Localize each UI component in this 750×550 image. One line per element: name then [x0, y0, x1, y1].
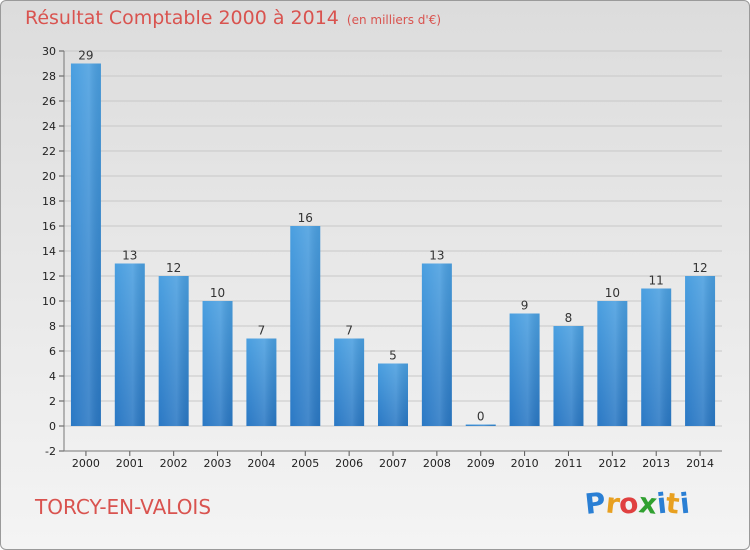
chart-title: Résultat Comptable 2000 à 2014 (en millie…: [25, 7, 441, 29]
y-tick-label: 30: [42, 45, 56, 58]
bars: 29 13 12 10 7 16 7 5 13 0 9 8 10 11 12: [70, 49, 716, 426]
data-label: 12: [692, 261, 707, 275]
bar-shade: [158, 276, 189, 426]
bar-shade: [114, 263, 145, 426]
bar-shade: [70, 63, 101, 426]
bar-2012: 10: [597, 286, 628, 426]
data-label: 13: [122, 249, 137, 263]
data-label: 12: [166, 261, 181, 275]
bar-2010: 9: [509, 299, 540, 426]
data-label: 8: [565, 311, 573, 325]
y-tick-label: 0: [49, 420, 56, 433]
bar-2000: 29: [70, 49, 101, 426]
bar-2004: 7: [246, 324, 277, 426]
y-tick-label: 20: [42, 170, 56, 183]
x-tick-label: 2010: [511, 457, 539, 470]
bar-shade: [597, 301, 628, 426]
bar-shade: [641, 288, 672, 426]
bar-2008: 13: [421, 249, 452, 426]
data-label: 0: [477, 410, 485, 424]
data-label: 9: [521, 299, 529, 313]
bar-2001: 13: [114, 249, 145, 426]
proxiti-logo[interactable]: Proxiti: [583, 486, 691, 521]
data-label: 13: [429, 249, 444, 263]
bar-shade: [334, 338, 365, 426]
bar-2005: 16: [290, 211, 321, 426]
y-tick-label: 14: [42, 245, 56, 258]
x-tick-label: 2002: [160, 457, 188, 470]
chart-subtitle: (en milliers d'€): [346, 13, 442, 27]
x-tick-label: 2004: [247, 457, 275, 470]
data-label: 5: [389, 349, 397, 363]
y-tick-label: 10: [42, 295, 56, 308]
x-tick-label: 2011: [554, 457, 582, 470]
x-tick-label: 2007: [379, 457, 407, 470]
bar-2013: 11: [641, 274, 672, 426]
y-tick-label: 22: [42, 145, 56, 158]
bar-shade: [202, 301, 233, 426]
data-label: 7: [258, 324, 266, 338]
data-label: 10: [210, 286, 225, 300]
bar-shade: [465, 424, 496, 426]
bar-2011: 8: [553, 311, 584, 426]
bar-shade: [378, 363, 408, 426]
y-tick-label: 4: [49, 370, 56, 383]
y-tick-label: 6: [49, 345, 56, 358]
bar-2006: 7: [334, 324, 365, 426]
x-tick-label: 2009: [467, 457, 495, 470]
data-label: 7: [345, 324, 353, 338]
data-label: 16: [298, 211, 313, 225]
x-tick-label: 2008: [423, 457, 451, 470]
bar-2014: 12: [685, 261, 716, 426]
bar-2003: 10: [202, 286, 233, 426]
bar-shade: [685, 276, 716, 426]
x-tick-label: 2014: [686, 457, 714, 470]
x-tick-label: 2000: [72, 457, 100, 470]
bar-2007: 5: [378, 349, 408, 426]
bar-shade: [290, 226, 321, 426]
x-tick-label: 2012: [598, 457, 626, 470]
x-tick-label: 2005: [291, 457, 319, 470]
place-name: TORCY-EN-VALOIS: [35, 495, 212, 519]
bar-shade: [553, 326, 584, 426]
logo-letter: i: [677, 486, 691, 521]
y-tick-label: 12: [42, 270, 56, 283]
y-tick-label: 16: [42, 220, 56, 233]
bar-shade: [421, 263, 452, 426]
y-tick-label: 8: [49, 320, 56, 333]
y-tick-label: 28: [42, 70, 56, 83]
data-label: 29: [78, 49, 93, 63]
y-tick-label: 24: [42, 120, 56, 133]
data-label: 11: [649, 274, 664, 288]
x-axis: 2000 2001 2002 2003 2004 2005 2006 2007 2008 2009…: [64, 450, 722, 470]
x-tick-label: 2013: [642, 457, 670, 470]
x-tick-label: 2006: [335, 457, 363, 470]
bar-2002: 12: [158, 261, 189, 426]
data-label: 10: [605, 286, 620, 300]
x-tick-label: 2003: [204, 457, 232, 470]
y-tick-label: -2: [45, 445, 56, 458]
y-tick-label: 2: [49, 395, 56, 408]
x-tick-label: 2001: [116, 457, 144, 470]
bar-shade: [509, 313, 540, 426]
bar-2009: 0: [465, 410, 496, 426]
y-tick-label: 26: [42, 95, 56, 108]
y-tick-label: 18: [42, 195, 56, 208]
bar-shade: [246, 338, 277, 426]
chart-title-text: Résultat Comptable 2000 à 2014: [25, 7, 339, 29]
